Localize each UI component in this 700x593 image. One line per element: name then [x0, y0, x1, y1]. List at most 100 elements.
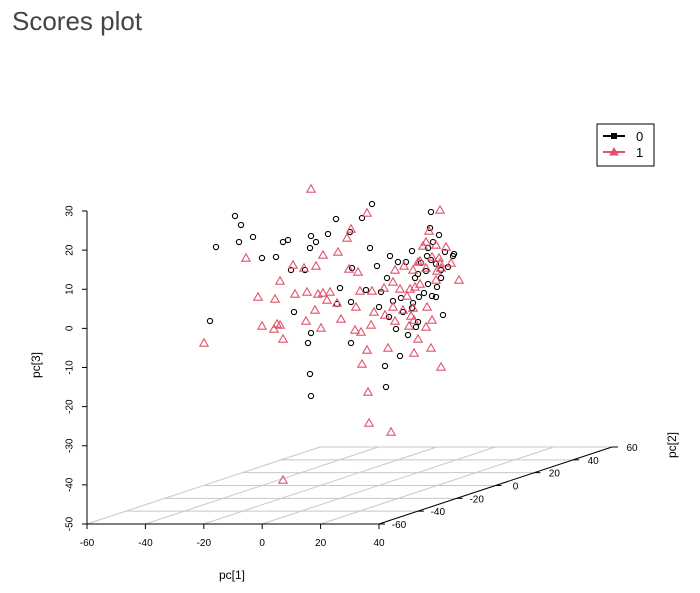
point-series-0: [213, 244, 218, 249]
z-tick-label: -50: [65, 516, 76, 531]
point-series-1: [409, 266, 417, 273]
point-series-1: [447, 259, 455, 266]
point-series-1: [403, 292, 411, 299]
point-series-1: [271, 295, 279, 302]
legend-label: 1: [636, 145, 643, 160]
legend-box: [597, 124, 654, 166]
point-series-1: [326, 288, 334, 295]
point-series-0: [384, 275, 389, 280]
point-series-0: [436, 232, 441, 237]
point-series-0: [387, 253, 392, 258]
point-series-0: [291, 309, 296, 314]
point-series-1: [254, 293, 262, 300]
point-series-1: [384, 344, 392, 351]
point-series-1: [400, 262, 408, 269]
legend-label: 0: [636, 129, 643, 144]
point-series-1: [396, 285, 404, 292]
point-series-1: [311, 306, 319, 313]
x-tick-label: 0: [259, 538, 265, 549]
point-series-1: [291, 290, 299, 297]
point-series-1: [200, 339, 208, 346]
z-tick-label: -30: [65, 438, 76, 453]
point-series-1: [337, 315, 345, 322]
point-series-0: [236, 239, 241, 244]
point-series-1: [319, 251, 327, 258]
point-series-0: [232, 213, 237, 218]
point-series-0: [416, 294, 421, 299]
point-series-1: [414, 335, 422, 342]
legend: 01: [597, 124, 654, 166]
point-series-0: [413, 324, 418, 329]
point-series-1: [242, 254, 250, 261]
point-series-0: [308, 393, 313, 398]
y-axis-title: pc[2]: [665, 432, 679, 458]
x-tick-label: 20: [315, 538, 327, 549]
point-series-1: [367, 321, 375, 328]
point-series-1: [323, 296, 331, 303]
x-axis: -60 -40 -20 0 20 40 pc[1]: [80, 524, 385, 582]
point-series-0: [393, 326, 398, 331]
point-series-1: [391, 266, 399, 273]
point-series-0: [337, 285, 342, 290]
z-tick-label: 20: [65, 244, 76, 256]
y-tick-label: 40: [588, 456, 600, 467]
point-series-1: [364, 388, 372, 395]
point-series-0: [398, 295, 403, 300]
x-tick-label: -60: [80, 538, 95, 549]
z-tick-label: 30: [65, 205, 76, 217]
point-series-1: [428, 316, 436, 323]
point-series-0: [400, 309, 405, 314]
y-tick-label: 20: [549, 469, 561, 480]
point-series-0: [445, 264, 450, 269]
x-tick-label: -20: [197, 538, 212, 549]
point-series-1: [389, 278, 397, 285]
z-tick-label: 0: [65, 325, 76, 331]
point-series-1: [354, 268, 362, 275]
point-series-1: [303, 288, 311, 295]
point-series-0: [238, 222, 243, 227]
point-series-0: [421, 290, 426, 295]
points-layer: [200, 185, 463, 483]
point-series-1: [358, 360, 366, 367]
point-series-1: [389, 303, 397, 310]
point-series-0: [395, 259, 400, 264]
point-series-0: [428, 209, 433, 214]
point-series-0: [250, 234, 255, 239]
point-series-0: [259, 255, 264, 260]
point-series-1: [455, 276, 463, 283]
point-series-1: [307, 185, 315, 192]
point-series-1: [276, 277, 284, 284]
z-axis-title: pc[3]: [29, 352, 43, 378]
point-series-0: [348, 299, 353, 304]
point-series-1: [436, 206, 444, 213]
point-series-1: [437, 363, 445, 370]
point-series-0: [313, 239, 318, 244]
point-series-0: [285, 237, 290, 242]
point-series-1: [422, 323, 430, 330]
point-series-0: [376, 304, 381, 309]
point-series-0: [382, 363, 387, 368]
point-series-1: [302, 317, 310, 324]
floor-grid: [87, 447, 612, 524]
point-series-0: [207, 318, 212, 323]
x-tick-label: -40: [138, 538, 153, 549]
point-series-0: [405, 332, 410, 337]
point-series-1: [387, 428, 395, 435]
point-series-1: [312, 262, 320, 269]
point-series-1: [427, 344, 435, 351]
point-series-0: [307, 371, 312, 376]
y-tick-label: -40: [431, 507, 446, 518]
point-series-1: [423, 303, 431, 310]
point-series-1: [317, 324, 325, 331]
point-series-1: [363, 209, 371, 216]
point-series-1: [380, 284, 388, 291]
point-series-0: [369, 201, 374, 206]
point-series-0: [308, 233, 313, 238]
point-series-0: [305, 340, 310, 345]
point-series-0: [325, 231, 330, 236]
x-axis-title: pc[1]: [219, 568, 245, 582]
point-series-0: [367, 245, 372, 250]
point-series-1: [333, 299, 341, 306]
z-tick-label: -10: [65, 360, 76, 375]
